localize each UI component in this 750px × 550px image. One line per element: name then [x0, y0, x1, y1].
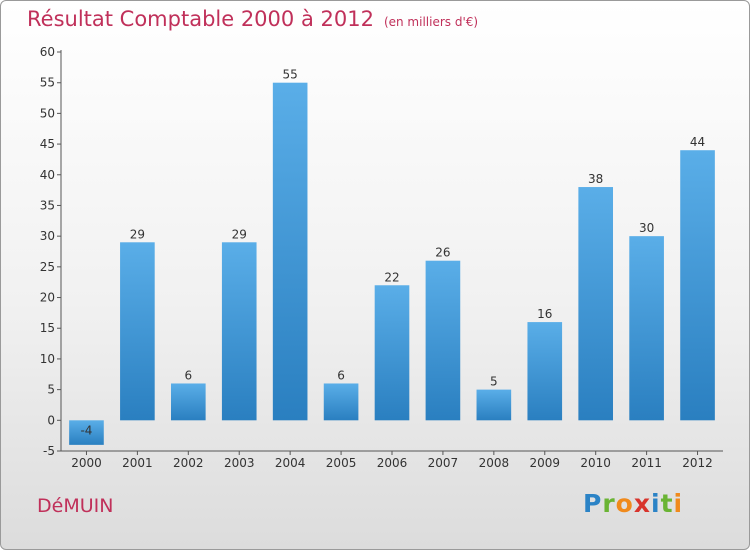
logo-letter: r	[602, 489, 616, 518]
data-label-2004: 55	[283, 68, 298, 82]
y-tick-label: 35	[40, 198, 55, 212]
x-tick-label: 2012	[682, 456, 713, 470]
y-tick-label: 20	[40, 291, 55, 305]
x-tick-label: 2001	[122, 456, 153, 470]
y-tick-label: 45	[40, 137, 55, 151]
data-label-2008: 5	[490, 375, 498, 389]
data-label-2002: 6	[184, 368, 192, 382]
y-tick-label: 10	[40, 352, 55, 366]
x-tick-label: 2007	[428, 456, 459, 470]
data-label-2010: 38	[588, 172, 603, 186]
bar-2002	[170, 383, 206, 421]
data-labels: -4 29 6 29 55 6 22 26 5 16 38 30 44	[80, 68, 705, 438]
chart-subtitle: (en milliers d'€)	[383, 15, 479, 29]
title-text: Résultat Comptable 2000 à 2012	[27, 7, 374, 31]
logo-letter: P	[583, 489, 603, 518]
data-label-2000: -4	[80, 423, 92, 437]
data-label-2007: 26	[435, 246, 450, 260]
x-tick-label: 2008	[479, 456, 510, 470]
data-label-2011: 30	[639, 221, 654, 235]
bar-2007	[425, 260, 461, 421]
axes: -5 0 5 10 15 20 25 30 35 40 45 50 55 60 2000 2001 2002 20…	[40, 45, 723, 470]
data-label-2001: 29	[130, 227, 145, 241]
bar-2004	[272, 82, 308, 421]
data-label-2005: 6	[337, 368, 345, 382]
bar-2012	[680, 150, 715, 421]
commune-name: DéMUIN	[37, 495, 114, 517]
data-label-2009: 16	[537, 307, 552, 321]
bar-2011	[629, 236, 664, 421]
y-tick-label: 60	[40, 45, 55, 59]
bar-2009	[527, 322, 563, 421]
x-tick-label: 2002	[173, 456, 204, 470]
data-label-2012: 44	[690, 135, 705, 149]
x-tick-label: 2006	[377, 456, 408, 470]
bar-2006	[374, 285, 410, 421]
logo-letter: i	[673, 489, 684, 518]
x-tick-label: 2011	[631, 456, 662, 470]
y-tick-label: 25	[40, 260, 55, 274]
x-tick-label: 2000	[71, 456, 102, 470]
data-label-2003: 29	[232, 227, 247, 241]
proxiti-logo: Proxiti	[583, 489, 683, 518]
data-label-2006: 22	[384, 270, 399, 284]
logo-letter: t	[660, 489, 674, 518]
y-tick-label: 55	[40, 76, 55, 90]
y-tick-label: 50	[40, 106, 55, 120]
y-tick-label: 5	[47, 383, 55, 397]
x-tick-label: 2009	[529, 456, 560, 470]
y-tick-label: 15	[40, 321, 55, 335]
y-tick-label: 40	[40, 168, 55, 182]
bar-2003	[221, 242, 257, 421]
logo-letter: o	[615, 489, 634, 518]
logo-letter: i	[651, 489, 661, 518]
x-tick-label: 2003	[224, 456, 255, 470]
y-tick-label: -5	[43, 444, 55, 458]
logo-letter: x	[633, 489, 651, 518]
y-tick-label: 30	[40, 229, 55, 243]
bars	[69, 82, 715, 445]
bar-2005	[323, 383, 359, 421]
chart-title: Résultat Comptable 2000 à 2012 (en millie…	[27, 7, 478, 31]
y-tick-label: 0	[47, 413, 55, 427]
x-tick-label: 2010	[580, 456, 611, 470]
x-tick-label: 2004	[275, 456, 306, 470]
bar-2008	[476, 389, 512, 421]
bar-2010	[578, 187, 614, 421]
x-tick-label: 2005	[326, 456, 357, 470]
bar-2001	[120, 242, 155, 421]
bar-2000	[69, 420, 104, 445]
